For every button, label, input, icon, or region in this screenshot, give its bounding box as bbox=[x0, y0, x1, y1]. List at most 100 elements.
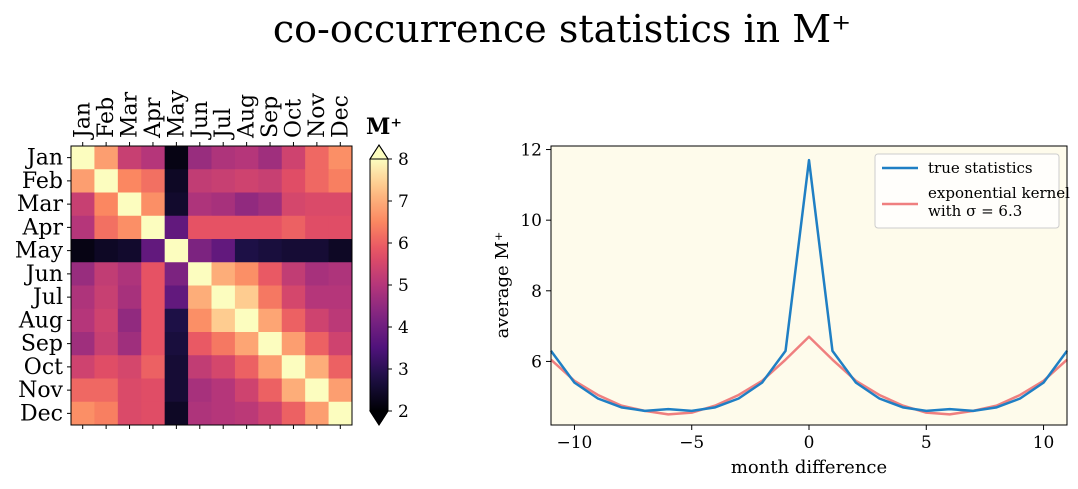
heatmap-cell-may-apr bbox=[141, 239, 166, 263]
heatmap-cell-nov-dec bbox=[328, 378, 353, 403]
heatmap-cell-oct-may bbox=[164, 355, 189, 379]
heatmap-cell-aug-feb bbox=[94, 308, 119, 333]
heatmap-cell-aug-sep bbox=[258, 308, 283, 333]
heatmap-cell-jun-sep bbox=[258, 262, 283, 286]
heatmap-cell-jun-nov bbox=[305, 262, 329, 286]
heatmap-cell-oct-jan bbox=[71, 355, 95, 379]
heatmap-row-label-may: May bbox=[15, 239, 64, 264]
heatmap-cell-jan-mar bbox=[117, 146, 142, 170]
heatmap-cell-nov-mar bbox=[117, 378, 142, 403]
heatmap-cell-apr-aug bbox=[234, 215, 259, 240]
heatmap-cell-may-mar bbox=[117, 239, 142, 263]
heatmap-cell-jan-jan bbox=[71, 146, 95, 170]
heatmap-cell-dec-apr bbox=[141, 401, 166, 426]
heatmap-cell-dec-mar bbox=[117, 401, 142, 426]
heatmap-cell-aug-may bbox=[164, 308, 189, 333]
heatmap-cell-feb-jun bbox=[188, 169, 212, 193]
heatmap-cell-sep-may bbox=[164, 332, 189, 356]
colorbar-tick-label: 2 bbox=[398, 402, 409, 422]
heatmap-row-label-aug: Aug bbox=[18, 308, 63, 333]
heatmap-col-label-nov: Nov bbox=[305, 93, 330, 138]
colorbar-tick-label: 5 bbox=[398, 276, 409, 296]
heatmap-cell-may-jan bbox=[71, 239, 95, 263]
heatmap-cell-dec-nov bbox=[305, 401, 329, 426]
heatmap-cell-mar-apr bbox=[141, 192, 166, 217]
heatmap-frame bbox=[70, 145, 353, 426]
heatmap-cell-apr-apr bbox=[141, 215, 166, 240]
heatmap-cell-mar-jul bbox=[211, 192, 236, 217]
heatmap-cell-nov-jul bbox=[211, 378, 236, 403]
heatmap-cell-sep-jan bbox=[71, 332, 95, 356]
heatmap-row-label-jun: Jun bbox=[24, 262, 63, 287]
heatmap-col-label-apr: Apr bbox=[141, 97, 166, 139]
heatmap-cell-mar-feb bbox=[94, 192, 119, 217]
heatmap-cell-jan-aug bbox=[234, 146, 259, 170]
heatmap-cell-jul-sep bbox=[258, 285, 283, 310]
heatmap-cell-dec-jul bbox=[211, 401, 236, 426]
heatmap-cell-dec-jan bbox=[71, 401, 95, 426]
heatmap-cell-apr-jan bbox=[71, 215, 95, 240]
heatmap-cell-may-dec bbox=[328, 239, 353, 263]
heatmap-cell-sep-sep bbox=[258, 332, 283, 356]
plot-x-ticks: −10 −5 0 5 10 bbox=[557, 425, 1055, 453]
heatmap-cell-aug-mar bbox=[117, 308, 142, 333]
colorbar-extend-max bbox=[369, 144, 389, 160]
colorbar-tick-label: 7 bbox=[398, 192, 409, 212]
heatmap-cell-jan-may bbox=[164, 146, 189, 170]
heatmap-cell-nov-feb bbox=[94, 378, 119, 403]
heatmap-cell-feb-nov bbox=[305, 169, 329, 193]
heatmap-cell-nov-oct bbox=[281, 378, 306, 403]
heatmap-cell-aug-jun bbox=[188, 308, 212, 333]
heatmap-cell-oct-oct bbox=[281, 355, 306, 379]
heatmap-row-label-nov: Nov bbox=[18, 378, 63, 403]
heatmap-cell-mar-oct bbox=[281, 192, 306, 217]
heatmap-cell-jun-dec bbox=[328, 262, 353, 286]
heatmap-cell-oct-nov bbox=[305, 355, 329, 379]
heatmap-cell-jun-apr bbox=[141, 262, 166, 286]
heatmap-col-label-aug: Aug bbox=[235, 94, 260, 139]
colorbar-gradient bbox=[370, 159, 388, 411]
heatmap-cell-mar-nov bbox=[305, 192, 329, 217]
heatmap-cell-jun-jan bbox=[71, 262, 95, 286]
heatmap-cell-oct-dec bbox=[328, 355, 353, 379]
heatmap-cell-nov-sep bbox=[258, 378, 283, 403]
heatmap-cell-jun-aug bbox=[234, 262, 259, 286]
heatmap-cell-jun-may bbox=[164, 262, 189, 286]
heatmap-cell-apr-nov bbox=[305, 215, 329, 240]
heatmap-cell-aug-apr bbox=[141, 308, 166, 333]
heatmap-col-label-sep: Sep bbox=[258, 96, 283, 138]
heatmap-cell-dec-aug bbox=[234, 401, 259, 426]
heatmap-cell-jan-dec bbox=[328, 146, 353, 170]
y-tick-label: 6 bbox=[531, 352, 542, 372]
heatmap-cell-aug-jan bbox=[71, 308, 95, 333]
heatmap-cell-jan-jun bbox=[188, 146, 212, 170]
heatmap-cell-jan-jul bbox=[211, 146, 236, 170]
heatmap-col-label-mar: Mar bbox=[118, 91, 143, 138]
colorbar-tick-label: 6 bbox=[398, 234, 409, 254]
heatmap-cell-jun-feb bbox=[94, 262, 119, 286]
x-tick-label: 5 bbox=[921, 433, 932, 453]
heatmap-cell-feb-apr bbox=[141, 169, 166, 193]
heatmap-col-label-jun: Jun bbox=[188, 101, 213, 140]
colorbar-tick-label: 8 bbox=[398, 150, 409, 170]
heatmap-cell-may-aug bbox=[234, 239, 259, 263]
heatmap-cell-sep-jun bbox=[188, 332, 212, 356]
heatmap-cell-oct-sep bbox=[258, 355, 283, 379]
y-axis-label: average M⁺ bbox=[492, 232, 513, 339]
colorbar-tick-label: 4 bbox=[398, 318, 409, 338]
heatmap-cell-mar-dec bbox=[328, 192, 353, 217]
heatmap-row-label-apr: Apr bbox=[22, 215, 64, 240]
heatmap-cell-apr-sep bbox=[258, 215, 283, 240]
heatmap-cell-feb-may bbox=[164, 169, 189, 193]
heatmap-cell-may-may bbox=[164, 239, 189, 263]
x-tick-label: 10 bbox=[1033, 433, 1055, 453]
heatmap-cell-feb-sep bbox=[258, 169, 283, 193]
heatmap-cell-mar-jan bbox=[71, 192, 95, 217]
heatmap-col-label-dec: Dec bbox=[328, 95, 353, 138]
x-tick-label: 0 bbox=[804, 433, 815, 453]
heatmap-cell-sep-apr bbox=[141, 332, 166, 356]
x-axis-label: month difference bbox=[731, 457, 887, 478]
colorbar-ticks: 2 3 4 5 6 7 8 bbox=[388, 150, 409, 422]
